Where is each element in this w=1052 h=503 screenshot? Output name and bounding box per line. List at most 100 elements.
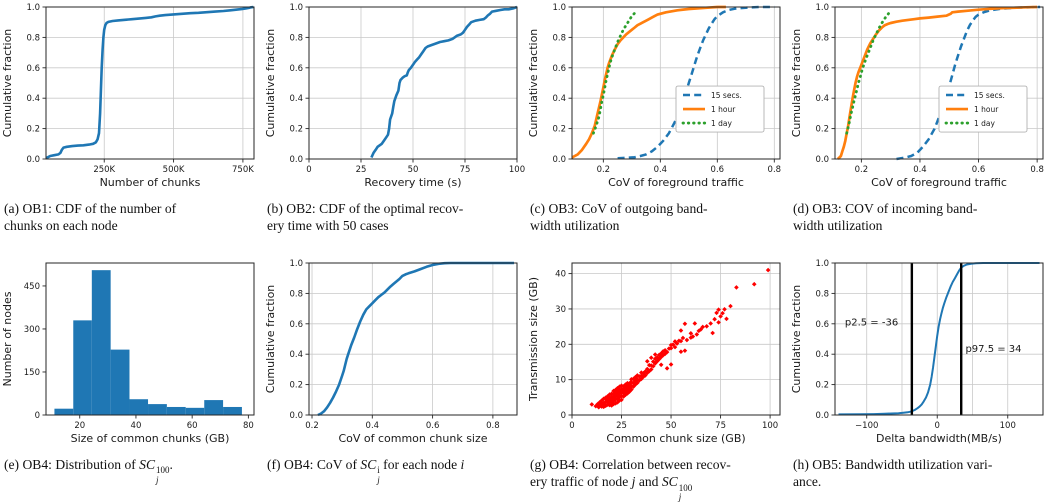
- svg-text:10: 10: [555, 376, 566, 386]
- svg-text:0: 0: [561, 411, 566, 421]
- caption-text: (e) OB4: Distribution of: [4, 457, 140, 472]
- svg-text:0.2: 0.2: [552, 125, 566, 135]
- chart-cov-incoming-bandwidth: 0.2 0.4 0.6 0.8 0.0 0.2 0.4 0.6 0.8 1.0 CoV of for…: [790, 3, 1044, 189]
- subplot-f: 0.2 0.4 0.6 0.8 0.0 0.2 0.4 0.6 0.8 1.0 CoV of com…: [263, 250, 526, 499]
- svg-text:Cumulative fraction: Cumulative fraction: [790, 285, 803, 394]
- svg-text:30: 30: [555, 305, 566, 315]
- subplot-c: 0.2 0.4 0.6 0.8 0.0 0.2 0.4 0.6 0.8 1.0 CoV of for…: [526, 0, 789, 250]
- svg-text:0.0: 0.0: [289, 155, 303, 165]
- svg-text:0.4: 0.4: [26, 94, 40, 104]
- svg-text:100: 100: [1000, 421, 1016, 431]
- svg-text:CoV of common chunk size: CoV of common chunk size: [338, 432, 487, 445]
- svg-text:1 day: 1 day: [974, 119, 996, 128]
- svg-text:75: 75: [460, 165, 471, 175]
- svg-text:25: 25: [616, 421, 627, 431]
- subplot-b: 0 25 50 75 100 0.0 0.2 0.4 0.6 0.8 1.0 Recovery tim…: [263, 0, 526, 250]
- svg-text:0.6: 0.6: [26, 64, 40, 74]
- svg-text:0.4: 0.4: [815, 94, 829, 104]
- svg-text:Cumulative fraction: Cumulative fraction: [1, 29, 14, 138]
- caption-a: (a) OB1: CDF of the number of chunks on …: [0, 200, 263, 235]
- caption-text: for each node: [379, 457, 461, 472]
- svg-text:50: 50: [408, 165, 419, 175]
- svg-text:0.0: 0.0: [815, 155, 829, 165]
- svg-text:0.4: 0.4: [815, 350, 829, 360]
- svg-text:0.8: 0.8: [768, 165, 782, 175]
- svg-text:Number of chunks: Number of chunks: [100, 176, 201, 189]
- caption-math-sub: j: [678, 492, 682, 503]
- svg-text:Transmission size (GB): Transmission size (GB): [527, 277, 540, 402]
- caption-math-sub: j: [377, 474, 380, 485]
- svg-text:15 secs.: 15 secs.: [711, 91, 742, 100]
- chart-cdf-recovery-time: 0 25 50 75 100 0.0 0.2 0.4 0.6 0.8 1.0 Recovery tim…: [264, 3, 525, 189]
- caption-e: (e) OB4: Distribution of SC 100 j.: [0, 456, 263, 485]
- svg-text:500K: 500K: [163, 165, 185, 175]
- chart-bandwidth-variance: p2.5 = -36 p97.5 = 34 −100 0 100 0.0 0.2 0.4 0.6…: [790, 259, 1044, 445]
- caption-math-base: SC: [139, 457, 156, 472]
- svg-text:0: 0: [935, 421, 940, 431]
- svg-text:0.6: 0.6: [552, 64, 566, 74]
- caption-text: (d) OB3: COV of incoming band- width uti…: [793, 201, 978, 234]
- svg-text:0.0: 0.0: [289, 411, 303, 421]
- svg-text:0.0: 0.0: [815, 411, 829, 421]
- caption-math-base: SC: [360, 457, 377, 472]
- caption-text: (c) OB3: CoV of outgoing band- width uti…: [530, 201, 708, 234]
- svg-text:1 hour: 1 hour: [711, 105, 736, 114]
- subplot-a: 250K 500K 750K 0.0 0.2 0.4 0.6 0.8 1.0 Number of …: [0, 0, 263, 250]
- svg-text:0.8: 0.8: [26, 33, 40, 43]
- svg-text:Cumulative fraction: Cumulative fraction: [527, 29, 540, 138]
- svg-text:0.2: 0.2: [289, 125, 303, 135]
- caption-text: (g) OB4: Correlation between recov- ery …: [530, 457, 731, 490]
- svg-text:CoV of foreground traffic: CoV of foreground traffic: [608, 176, 744, 189]
- svg-text:75: 75: [715, 421, 726, 431]
- svg-text:0.4: 0.4: [654, 165, 668, 175]
- svg-text:0.2: 0.2: [305, 421, 319, 431]
- caption-math-sup: 100: [678, 482, 693, 493]
- svg-text:1 hour: 1 hour: [974, 105, 999, 114]
- caption-b: (b) OB2: CDF of the optimal recov- ery t…: [263, 200, 526, 235]
- svg-text:0.8: 0.8: [815, 33, 829, 43]
- svg-text:0.2: 0.2: [855, 165, 869, 175]
- svg-text:150: 150: [24, 368, 40, 378]
- svg-text:1.0: 1.0: [552, 3, 566, 13]
- svg-text:Cumulative fraction: Cumulative fraction: [264, 285, 277, 394]
- svg-text:1.0: 1.0: [26, 3, 40, 13]
- chart-scatter-recovery-traffic: 0 25 50 75 100 0 10 20 30 40 Common chunk size (GB…: [527, 262, 781, 445]
- svg-text:0.2: 0.2: [815, 125, 829, 135]
- caption-math-sub: j: [156, 474, 159, 485]
- caption-math-scripts: 100 j: [678, 482, 693, 503]
- svg-text:0.6: 0.6: [815, 64, 829, 74]
- caption-text: (h) OB5: Bandwidth utilization vari- anc…: [793, 457, 993, 490]
- svg-text:100: 100: [509, 165, 525, 175]
- svg-text:0.2: 0.2: [597, 165, 611, 175]
- subplot-g: 0 25 50 75 100 0 10 20 30 40 Common chunk size (GB…: [526, 250, 789, 502]
- svg-text:20: 20: [74, 421, 85, 431]
- caption-c: (c) OB3: CoV of outgoing band- width uti…: [526, 200, 789, 235]
- svg-text:1.0: 1.0: [289, 259, 303, 269]
- svg-text:0.0: 0.0: [552, 155, 566, 165]
- subplot-e: 20 40 60 80 0 150 300 450 Size of common chunks …: [0, 250, 263, 499]
- caption-math-scripts: 100 j: [156, 466, 169, 485]
- svg-text:0.0: 0.0: [26, 155, 40, 165]
- caption-text: (b) OB2: CDF of the optimal recov- ery t…: [267, 201, 464, 234]
- svg-text:1 day: 1 day: [711, 119, 733, 128]
- svg-text:p2.5 = -36: p2.5 = -36: [845, 317, 898, 328]
- svg-text:0.8: 0.8: [1030, 165, 1044, 175]
- svg-text:p97.5 = 34: p97.5 = 34: [965, 344, 1021, 355]
- caption-math-sup: 100: [156, 465, 170, 476]
- svg-text:Cumulative fraction: Cumulative fraction: [790, 29, 803, 138]
- subplot-d: 0.2 0.4 0.6 0.8 0.0 0.2 0.4 0.6 0.8 1.0 CoV of for…: [789, 0, 1052, 250]
- svg-text:0: 0: [569, 421, 574, 431]
- svg-text:750K: 750K: [232, 165, 254, 175]
- svg-text:0.4: 0.4: [552, 94, 566, 104]
- svg-text:Common chunk size (GB): Common chunk size (GB): [606, 432, 745, 445]
- svg-text:0.4: 0.4: [289, 350, 303, 360]
- caption-text: (a) OB1: CDF of the number of chunks on …: [4, 201, 177, 234]
- svg-text:−100: −100: [855, 421, 878, 431]
- chart-histogram-common-chunks: 20 40 60 80 0 150 300 450 Size of common chunks …: [1, 262, 255, 445]
- caption-text: j: [631, 474, 636, 490]
- svg-text:0.8: 0.8: [486, 421, 500, 431]
- svg-text:50: 50: [666, 421, 677, 431]
